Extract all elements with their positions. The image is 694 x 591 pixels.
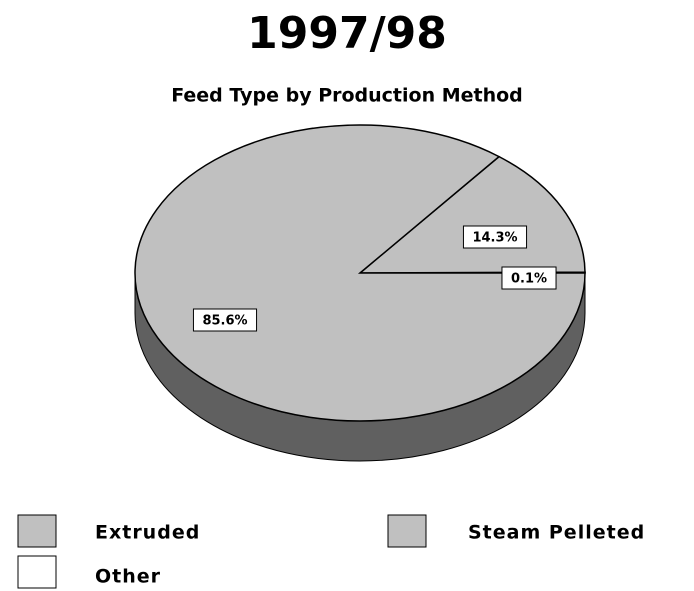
data-label: 0.1% — [511, 272, 547, 287]
chart-subtitle: Feed Type by Production Method — [171, 85, 523, 107]
data-label-box — [462, 225, 528, 249]
legend-label: Other — [95, 566, 161, 588]
legend-label: Steam Pelleted — [468, 522, 645, 544]
legend-swatch — [17, 555, 57, 589]
data-label-box — [192, 308, 258, 332]
pie-slice — [357, 155, 586, 274]
pie-slice — [134, 124, 586, 422]
legend-swatch — [17, 514, 57, 548]
legend-swatch — [387, 514, 427, 548]
data-label: 85.6% — [202, 314, 247, 329]
data-label: 14.3% — [472, 231, 517, 246]
data-label-box — [501, 266, 557, 290]
legend-label: Extruded — [95, 522, 200, 544]
chart-title: 1997/98 — [247, 8, 447, 59]
